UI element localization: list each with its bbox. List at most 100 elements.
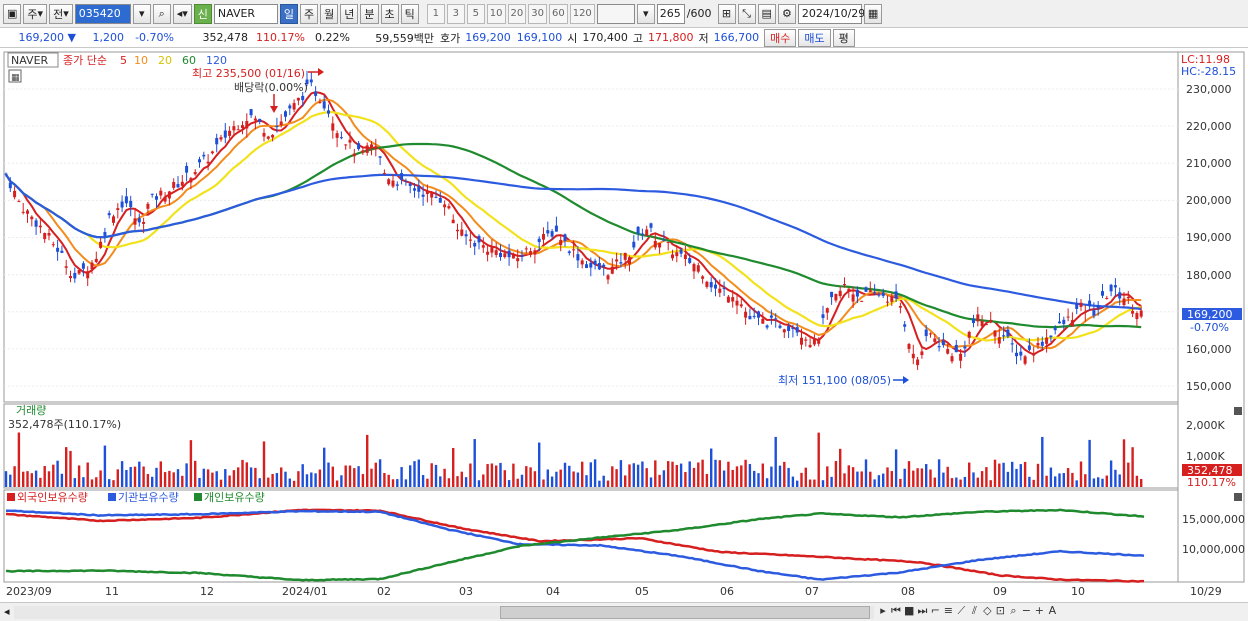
- volume-bar: [60, 473, 64, 487]
- tab-year[interactable]: 년: [340, 3, 359, 24]
- volume-bar: [146, 473, 150, 487]
- sell-button[interactable]: 매도: [798, 28, 831, 47]
- rewind-icon[interactable]: ⏮: [891, 604, 901, 617]
- stop-icon[interactable]: ■: [904, 604, 915, 617]
- forward-icon[interactable]: ⏭: [917, 604, 928, 617]
- volume-bar: [452, 447, 455, 487]
- vol-tick-2000k: 2,000K: [1186, 419, 1225, 432]
- search-icon[interactable]: ⌕: [152, 3, 171, 24]
- tab-minute[interactable]: 분: [360, 3, 379, 24]
- volume-bar: [1088, 439, 1091, 487]
- period-select[interactable]: 주 ▾: [23, 3, 48, 24]
- volume-bar: [237, 467, 240, 487]
- interval-custom-input[interactable]: [596, 3, 635, 24]
- volume-bar: [77, 465, 81, 487]
- drawing-tool-icon[interactable]: ⤡: [737, 3, 756, 24]
- tab-tick[interactable]: 틱: [400, 3, 419, 24]
- candle-body: [176, 184, 180, 188]
- gear-icon[interactable]: ⚙: [777, 3, 796, 24]
- volume-bar: [972, 472, 975, 487]
- interval-60[interactable]: 60: [548, 3, 568, 24]
- volume-panel-close-icon[interactable]: [1234, 407, 1242, 415]
- scroll-left-icon[interactable]: ◂: [4, 605, 10, 618]
- y-tick-200000: 200,000: [1186, 194, 1232, 207]
- volume-bar: [877, 475, 881, 487]
- candle-body: [421, 194, 425, 197]
- chart-menu-icon[interactable]: ▣: [3, 3, 22, 24]
- interval-120[interactable]: 120: [569, 3, 595, 24]
- tab-week[interactable]: 주: [300, 3, 319, 24]
- candle-body: [1019, 351, 1023, 356]
- candle-body: [172, 182, 176, 188]
- volume-bar: [929, 469, 932, 487]
- tab-month[interactable]: 월: [320, 3, 339, 24]
- font-icon[interactable]: A: [1048, 604, 1057, 617]
- prev-button[interactable]: 전 ▾: [49, 3, 73, 24]
- volume-bar: [989, 480, 992, 487]
- chart-settings-icon[interactable]: ⊞: [717, 3, 736, 24]
- candle-body: [490, 247, 494, 253]
- plus-icon[interactable]: +: [1034, 604, 1045, 617]
- candle-body: [21, 211, 25, 213]
- volume-bar: [697, 462, 700, 487]
- grid-toggle-icon[interactable]: [8, 69, 22, 83]
- chart-area[interactable]: NAVER 종가 단순 5 10 20 60 120 ▦ 최고 235,500 …: [0, 50, 1248, 602]
- candle-body: [615, 259, 619, 262]
- date-input[interactable]: 2024/10/29: [797, 3, 865, 24]
- volume-bar: [1028, 476, 1031, 487]
- stock-code-input[interactable]: 035420: [74, 3, 131, 24]
- volume-bar: [602, 475, 605, 487]
- text-tool-icon[interactable]: ⊡: [995, 604, 1006, 617]
- volume-bar: [194, 460, 197, 487]
- candle-body: [567, 251, 571, 254]
- candle-body: [649, 223, 653, 228]
- scroll-thumb[interactable]: [500, 606, 870, 619]
- stock-name-field[interactable]: NAVER: [213, 3, 278, 24]
- volume-bar: [211, 472, 214, 487]
- candle-body: [1088, 300, 1092, 307]
- tab-second[interactable]: 초: [380, 3, 399, 24]
- code-dropdown-icon[interactable]: ▾: [132, 3, 151, 24]
- low-arrow-icon: [903, 376, 909, 384]
- holdings-panel-frame: [3, 489, 1179, 583]
- trend-tool-icon[interactable]: ⟋: [957, 604, 966, 617]
- candle-body: [619, 262, 623, 264]
- shape-tool-icon[interactable]: ◇: [983, 604, 992, 617]
- volume-bar: [684, 472, 687, 487]
- count-input[interactable]: 265: [656, 3, 685, 24]
- interval-dropdown-icon[interactable]: ▾: [636, 3, 655, 24]
- interval-10[interactable]: 10: [486, 3, 506, 24]
- minus-icon[interactable]: −: [1021, 604, 1032, 617]
- volume-bar: [112, 480, 115, 487]
- interval-30[interactable]: 30: [528, 3, 547, 24]
- buy-button[interactable]: 매수: [764, 28, 797, 47]
- candle-body: [1075, 303, 1079, 309]
- holdings-panel-close-icon[interactable]: [1234, 493, 1242, 501]
- candle-body: [718, 288, 722, 293]
- interval-20[interactable]: 20: [507, 3, 527, 24]
- fan-tool-icon[interactable]: ⫽: [971, 604, 977, 617]
- candle-body: [210, 151, 214, 154]
- volume-bar: [443, 468, 446, 487]
- zoom-icon[interactable]: ⌕: [1010, 604, 1017, 617]
- interval-3[interactable]: 3: [446, 3, 465, 24]
- candle-body: [821, 314, 825, 318]
- candle-body: [107, 213, 111, 216]
- line-tool-icon[interactable]: ⌐: [930, 604, 941, 617]
- credit-badge[interactable]: 신: [193, 3, 212, 24]
- interval-5[interactable]: 5: [466, 3, 485, 24]
- volume-bar: [421, 475, 425, 487]
- tab-day[interactable]: 일: [279, 3, 299, 24]
- candle-body: [1066, 316, 1070, 318]
- interval-1[interactable]: 1: [426, 3, 445, 24]
- candle-body: [1049, 335, 1053, 338]
- calendar-icon[interactable]: ▦: [863, 3, 883, 24]
- channel-tool-icon[interactable]: ≡: [943, 604, 954, 617]
- play-icon[interactable]: ▸: [880, 604, 886, 617]
- stock-chart-svg[interactable]: NAVER 종가 단순 5 10 20 60 120 ▦ 최고 235,500 …: [0, 50, 1248, 602]
- save-icon[interactable]: ▤: [757, 3, 776, 24]
- sound-icon[interactable]: ◂▾: [172, 3, 192, 24]
- eval-button[interactable]: 평: [832, 28, 855, 47]
- volume-bar: [331, 466, 334, 487]
- candle-body: [507, 250, 511, 258]
